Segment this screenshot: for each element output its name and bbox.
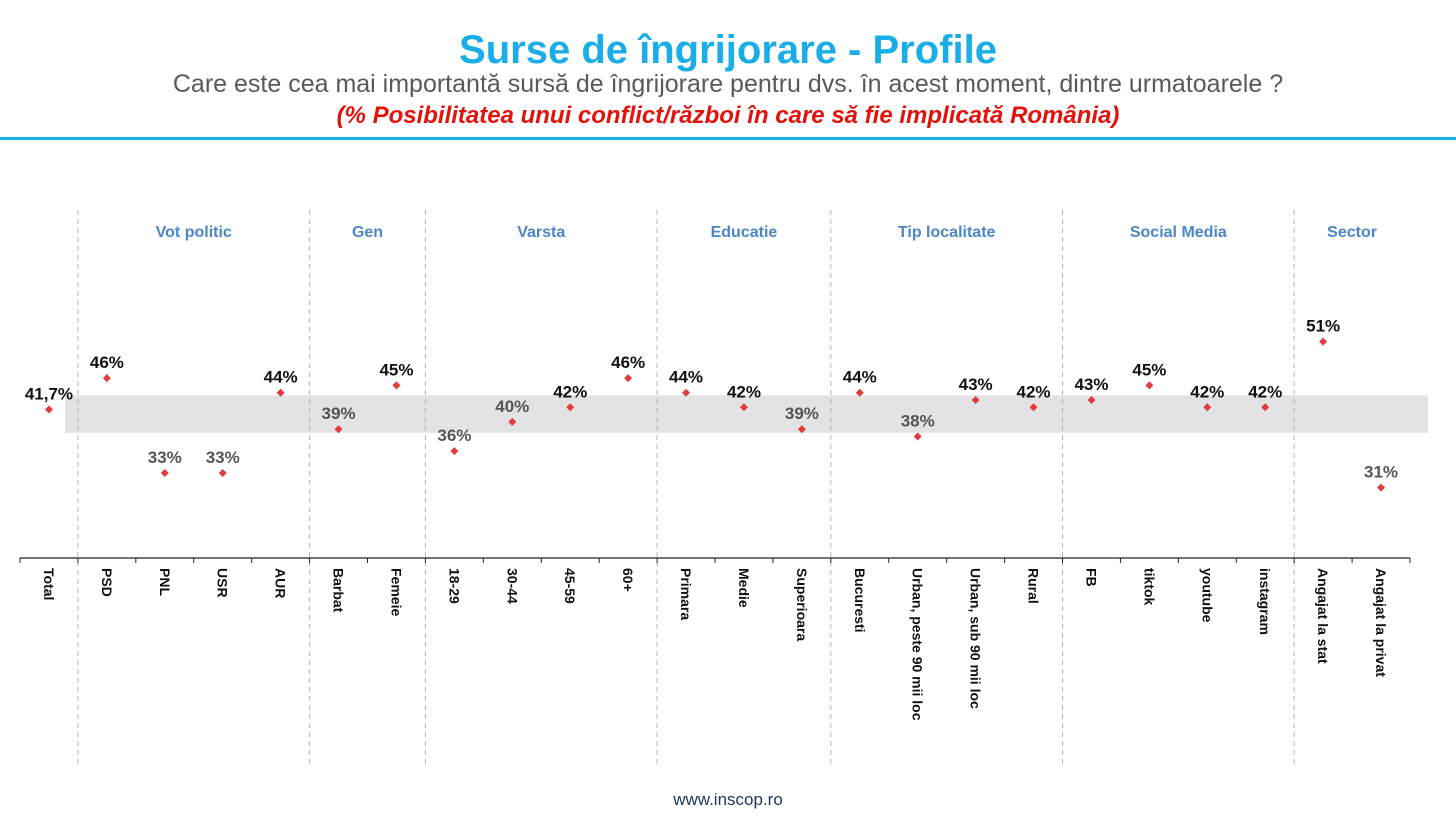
category-label: Medie <box>736 568 752 608</box>
category-label: Rural <box>1026 568 1042 604</box>
category-label: 60+ <box>620 568 636 592</box>
category-label: FB <box>1083 568 1099 587</box>
data-label: 46% <box>90 353 124 372</box>
data-point <box>1261 403 1270 412</box>
group-label: Gen <box>352 224 383 241</box>
data-point <box>624 374 633 383</box>
data-label: 41,7% <box>25 385 73 404</box>
data-point <box>1203 403 1212 412</box>
category-label: Bucuresti <box>852 568 868 633</box>
data-point <box>855 388 864 397</box>
category-label: Superioara <box>794 568 810 641</box>
category-label: Primara <box>678 568 694 620</box>
title-divider <box>0 137 1456 140</box>
category-label: Total <box>41 568 57 600</box>
data-label: 42% <box>1248 382 1282 401</box>
data-point <box>450 447 459 456</box>
data-label: 42% <box>727 382 761 401</box>
data-label: 40% <box>495 397 529 416</box>
data-point <box>1145 381 1154 390</box>
data-point <box>739 403 748 412</box>
data-label: 38% <box>901 412 935 431</box>
data-point <box>392 381 401 390</box>
data-point <box>566 403 575 412</box>
category-label: Angajat la privat <box>1373 568 1389 677</box>
category-label: Barbat <box>331 568 347 613</box>
data-label: 42% <box>1017 382 1051 401</box>
category-label: 30-44 <box>504 568 520 604</box>
data-point <box>218 469 227 478</box>
data-point <box>1377 483 1386 492</box>
group-label: Tip localitate <box>898 224 996 241</box>
data-label: 44% <box>669 368 703 387</box>
chart-title: Surse de îngrijorare - Profile <box>459 28 997 72</box>
data-point <box>508 417 517 426</box>
data-label: 43% <box>959 375 993 394</box>
data-label: 36% <box>437 426 471 445</box>
category-label: Urban, peste 90 mii loc <box>910 568 926 721</box>
data-label: 45% <box>1132 360 1166 379</box>
group-label: Sector <box>1327 224 1377 241</box>
data-point <box>1087 396 1096 405</box>
group-label: Varsta <box>517 224 565 241</box>
category-label: Urban, sub 90 mii loc <box>968 568 984 709</box>
category-label: youtube <box>1199 568 1215 623</box>
category-label: instagram <box>1257 568 1273 635</box>
data-label: 51% <box>1306 317 1340 336</box>
data-point <box>276 388 285 397</box>
data-label: 43% <box>1074 375 1108 394</box>
reference-band <box>65 395 1428 433</box>
group-label: Social Media <box>1130 224 1227 241</box>
data-point <box>160 469 169 478</box>
category-label: PSD <box>99 568 115 597</box>
data-label: 45% <box>379 360 413 379</box>
data-point <box>682 388 691 397</box>
data-label: 42% <box>553 382 587 401</box>
data-label: 44% <box>264 368 298 387</box>
data-label: 42% <box>1190 382 1224 401</box>
data-point <box>1319 337 1328 346</box>
chart-subtitle: Care este cea mai importantă sursă de în… <box>172 70 1284 98</box>
footer-url[interactable]: www.inscop.ro <box>673 790 783 809</box>
data-label: 39% <box>785 404 819 423</box>
category-label: tiktok <box>1141 568 1157 606</box>
data-point <box>797 425 806 434</box>
data-label: 44% <box>843 368 877 387</box>
data-label: 46% <box>611 353 645 372</box>
data-point <box>102 374 111 383</box>
data-point <box>971 396 980 405</box>
data-point <box>334 425 343 434</box>
category-label: Femeie <box>388 568 404 616</box>
data-label: 39% <box>322 404 356 423</box>
category-label: USR <box>215 568 231 598</box>
category-label: Angajat la stat <box>1315 568 1331 664</box>
group-label: Educatie <box>711 224 778 241</box>
data-label: 31% <box>1364 463 1398 482</box>
chart-highlight: (% Posibilitatea unui conflict/război în… <box>336 102 1120 129</box>
category-label: 18-29 <box>446 568 462 604</box>
data-label: 33% <box>206 448 240 467</box>
data-label: 33% <box>148 448 182 467</box>
data-point <box>1029 403 1038 412</box>
category-label: 45-59 <box>562 568 578 604</box>
data-point <box>44 405 53 414</box>
category-label: PNL <box>157 568 173 596</box>
group-label: Vot politic <box>156 224 232 241</box>
category-label: AUR <box>273 568 289 598</box>
data-point <box>913 432 922 441</box>
